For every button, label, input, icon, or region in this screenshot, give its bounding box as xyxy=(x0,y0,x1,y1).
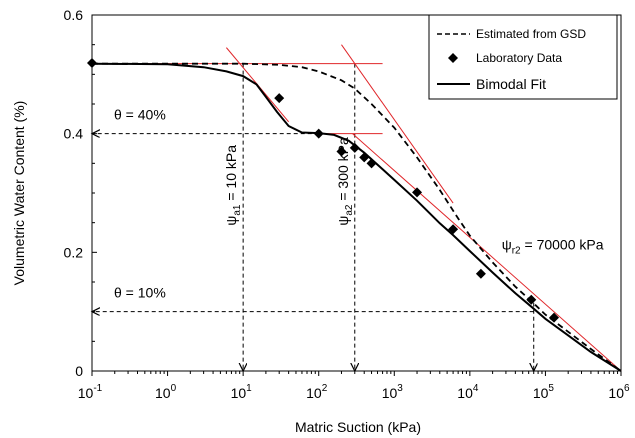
annotation-a1-text: ψa1 = 10 kPa xyxy=(223,145,243,226)
bimodal-fit-line xyxy=(91,62,622,372)
legend-diamond-swatch xyxy=(448,53,458,63)
data-series xyxy=(87,58,622,372)
y-tick-label: 0.2 xyxy=(64,244,84,260)
x-tick-label: 105 xyxy=(533,383,555,401)
y-tick-label: 0.6 xyxy=(64,7,84,23)
annotation-a2: ψa2 = 300 kPa xyxy=(335,137,355,226)
annotation-a2-text: ψa2 = 300 kPa xyxy=(335,137,355,226)
legend-entry-lab: Laboratory Data xyxy=(476,51,562,65)
x-tick-label: 104 xyxy=(457,383,479,401)
x-tick-label: 101 xyxy=(231,383,253,401)
x-tick-label: 100 xyxy=(155,383,177,401)
legend-entry-fit: Bimodal Fit xyxy=(476,76,546,92)
gsd-estimate-line xyxy=(92,62,622,372)
x-tick-label: 103 xyxy=(382,383,404,401)
tangent-line xyxy=(341,44,454,204)
legend: Estimated from GSD Laboratory Data Bimod… xyxy=(428,14,618,100)
x-axis-label: Matric Suction (kPa) xyxy=(295,419,421,435)
axis-ticks: 10-1 100 101 102 103 104 105 106 0 0.2 0.4 0.6 xyxy=(64,7,630,401)
x-tick-label: 102 xyxy=(306,383,328,401)
lab-data-point xyxy=(475,268,486,279)
y-tick-label: 0 xyxy=(75,363,83,379)
guide-lines xyxy=(92,63,534,371)
tangent-line xyxy=(352,133,622,372)
legend-entry-gsd: Estimated from GSD xyxy=(476,27,586,41)
lab-data-point xyxy=(349,142,360,153)
annotation-pct40: θ = 40% xyxy=(114,107,166,123)
lab-data-point xyxy=(274,93,285,104)
annotation-a1: ψa1 = 10 kPa xyxy=(223,145,243,226)
y-tick-label: 0.4 xyxy=(64,126,84,142)
y-axis-label: Volumetric Water Content (%) xyxy=(11,101,27,286)
annotations: ψa1 = 10 kPa ψa2 = 300 kPa ψr2 = 70000 kPa… xyxy=(114,107,604,301)
annotation-pct10: θ = 10% xyxy=(114,285,166,301)
lab-data-point xyxy=(526,294,537,305)
lab-data-point xyxy=(412,187,423,198)
annotation-r2-text: ψr2 = 70000 kPa xyxy=(502,236,604,256)
x-tick-label: 10-1 xyxy=(78,383,103,401)
x-tick-label: 106 xyxy=(608,383,630,401)
lab-data-point xyxy=(336,146,347,157)
